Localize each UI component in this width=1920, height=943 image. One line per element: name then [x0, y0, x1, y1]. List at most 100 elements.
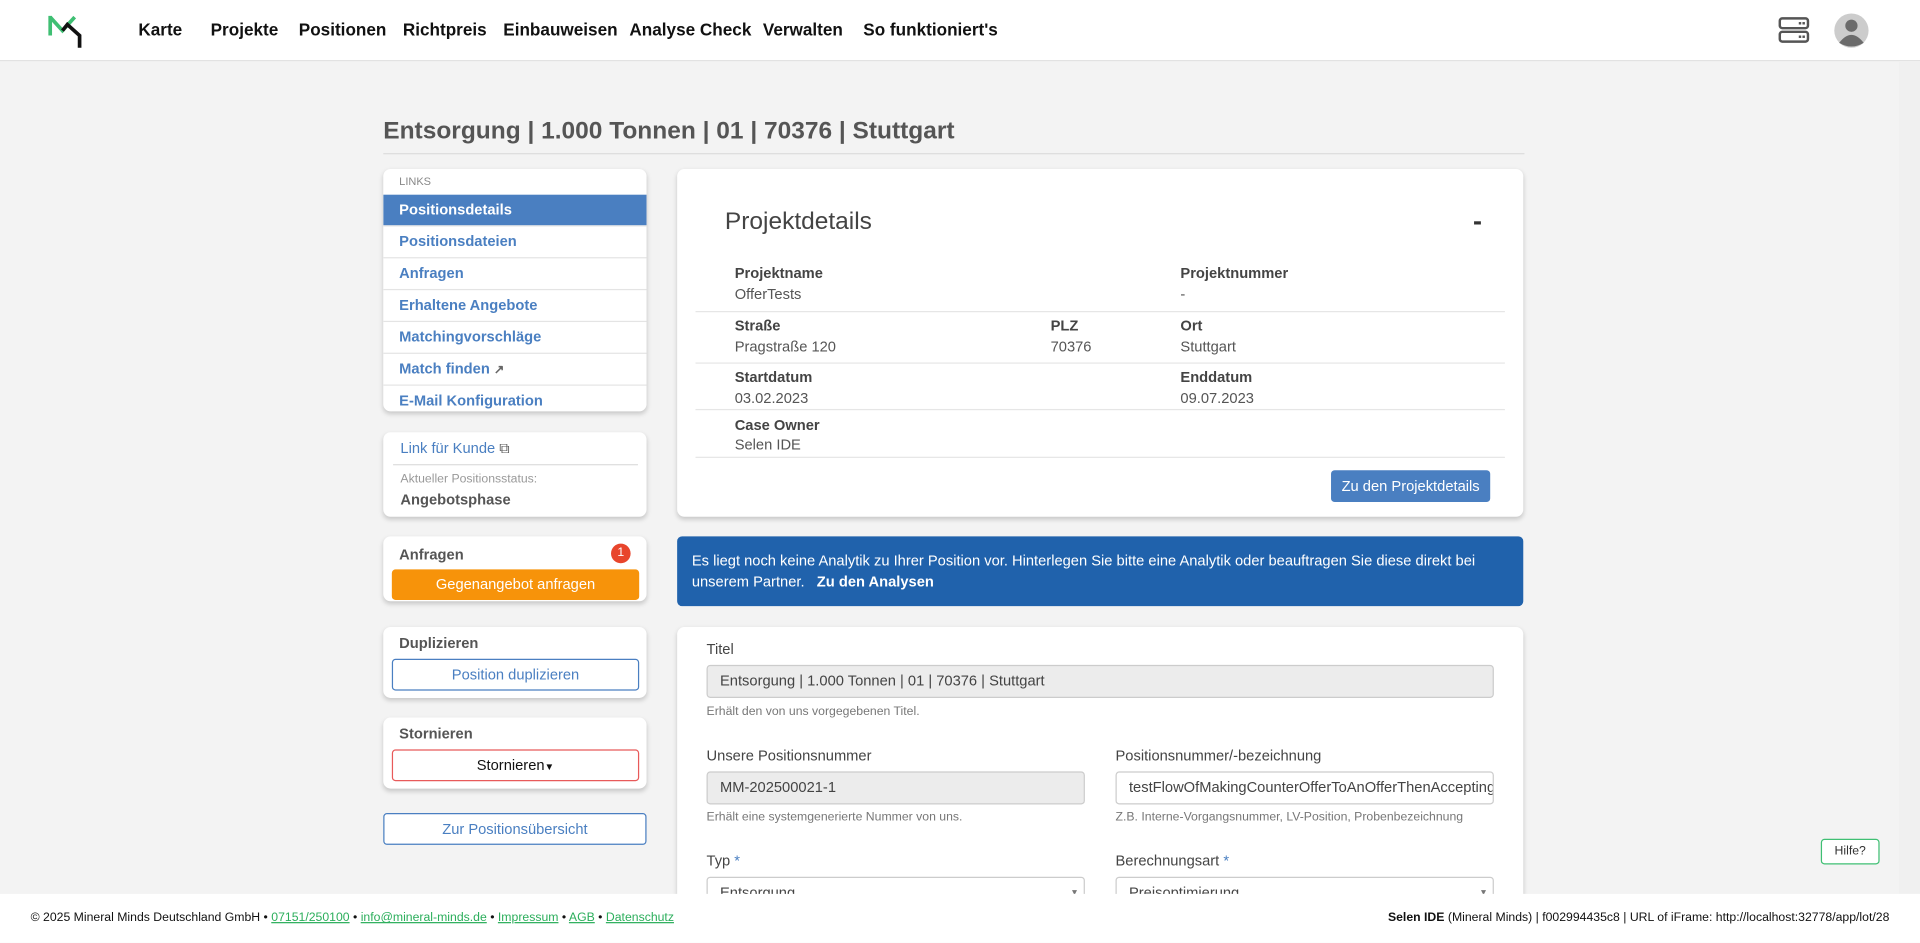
server-icon[interactable] [1778, 16, 1810, 45]
link-email-konfiguration[interactable]: E-Mail Konfiguration [383, 384, 647, 411]
nav-positionen[interactable]: Positionen [298, 19, 387, 40]
links-header: LINKS [399, 175, 432, 188]
position-form-card: Titel Entsorgung | 1.000 Tonnen | 01 | 7… [677, 626, 1524, 921]
duplicate-position-button[interactable]: Position duplizieren [391, 658, 640, 691]
title-divider [383, 153, 1525, 155]
project-details-card: Projektdetails - Projektname OfferTests … [677, 168, 1524, 517]
divider [695, 408, 1505, 411]
caret-down-icon: ▼ [1479, 878, 1487, 909]
titel-input[interactable]: Entsorgung | 1.000 Tonnen | 01 | 70376 |… [706, 664, 1494, 698]
duplicate-title: Duplizieren [399, 634, 479, 652]
link-positionsdetails[interactable]: Positionsdetails [383, 194, 647, 226]
nav-richtpreis[interactable]: Richtpreis [402, 19, 487, 40]
startdatum-value: 03.02.2023 [734, 389, 809, 407]
typ-label-text: Typ [706, 852, 731, 870]
caret-down-icon: ▼ [544, 761, 555, 773]
footer [0, 893, 1920, 943]
projektnummer-value: - [1180, 285, 1186, 303]
requests-card: Anfragen 1 Gegenangebot anfragen [383, 536, 647, 602]
titel-help: Erhält den von uns vorgegebenen Titel. [706, 705, 920, 719]
customer-link[interactable]: Link für Kunde ⧉ [400, 440, 509, 458]
nav-projekte[interactable]: Projekte [210, 19, 279, 40]
plz-value: 70376 [1050, 337, 1092, 356]
mineral-minds-logo[interactable] [47, 13, 86, 50]
help-button[interactable]: Hilfe? [1820, 838, 1880, 865]
link-match-finden[interactable]: Match finden ↗ [383, 352, 647, 385]
cancel-dropdown-button[interactable]: Stornieren▼ [391, 749, 640, 782]
nav-einbauweisen[interactable]: Einbauweisen [503, 19, 618, 40]
links-card: LINKS Positionsdetails Positionsdateien … [383, 168, 647, 412]
footer-impressum-link[interactable]: Impressum [497, 911, 559, 925]
sep: • [598, 911, 603, 925]
startdatum-label: Startdatum [734, 368, 813, 386]
projektname-label: Projektname [734, 264, 823, 282]
divider [393, 464, 638, 466]
analytics-alert: Es liegt noch keine Analytik zu Ihrer Po… [677, 536, 1524, 607]
projektnummer-label: Projektnummer [1180, 264, 1289, 282]
copy-icon: ⧉ [499, 439, 510, 457]
footer-phone-link[interactable]: 07151/250100 [271, 911, 350, 925]
cancel-card: Stornieren Stornieren▼ [383, 717, 647, 789]
positionsnummer-help: Erhält eine systemgenerierte Nummer von … [706, 810, 963, 825]
positionsnummer-input[interactable]: MM-202500021-1 [706, 771, 1085, 805]
ort-label: Ort [1180, 317, 1203, 335]
requests-title: Anfragen [399, 546, 464, 564]
divider [695, 362, 1505, 364]
scrollbar[interactable] [1899, 61, 1920, 894]
berechnungsart-label: Berechnungsart * [1116, 852, 1230, 869]
positionsnummer-label: Unsere Positionsnummer [706, 746, 872, 765]
nav-so-funktionierts[interactable]: So funktioniert's [863, 19, 998, 40]
divider [695, 311, 1505, 313]
footer-datenschutz-link[interactable]: Datenschutz [605, 911, 674, 925]
requests-badge: 1 [611, 543, 631, 564]
link-erhaltene-angebote[interactable]: Erhaltene Angebote [383, 288, 647, 321]
required-marker: * [1223, 852, 1230, 870]
customer-link-label: Link für Kunde [400, 439, 496, 457]
footer-copyright: © 2025 Mineral Minds Deutschland GmbH [30, 911, 261, 925]
footer-agb-link[interactable]: AGB [568, 911, 595, 925]
projektname-value: OfferTests [734, 285, 802, 303]
link-match-finden-label: Match finden [399, 360, 490, 378]
bezeichnung-label: Positionsnummer/-bezeichnung [1115, 746, 1322, 765]
sep: • [561, 911, 567, 925]
link-anfragen[interactable]: Anfragen [383, 257, 647, 289]
page-title: Entsorgung | 1.000 Tonnen | 01 | 70376 |… [383, 117, 955, 145]
footer-right: Selen IDE (Mineral Minds) | f002994435c8… [1388, 911, 1889, 924]
alert-text: Es liegt noch keine Analytik zu Ihrer Po… [691, 552, 1476, 591]
link-matchingvorschlaege[interactable]: Matchingvorschläge [383, 320, 647, 353]
nav-analyse-check[interactable]: Analyse Check [629, 19, 752, 40]
project-details-button[interactable]: Zu den Projektdetails [1331, 470, 1491, 503]
position-overview-button[interactable]: Zur Positionsübersicht [383, 813, 647, 845]
case-owner-value: Selen IDE [734, 435, 801, 454]
footer-info: (Mineral Minds) | f002994435c8 | URL of … [1447, 911, 1890, 925]
ort-value: Stuttgart [1180, 337, 1236, 356]
case-owner-label: Case Owner [734, 416, 820, 434]
caret-down-icon: ▼ [1070, 878, 1078, 909]
required-marker: * [734, 852, 741, 870]
typ-label: Typ * [707, 852, 741, 869]
titel-label: Titel [706, 640, 734, 658]
cancel-title: Stornieren [399, 724, 473, 743]
strasse-value: Pragstraße 120 [734, 337, 836, 356]
status-label: Aktueller Positionsstatus: [400, 472, 538, 487]
nav-karte[interactable]: Karte [138, 19, 183, 40]
footer-user: Selen IDE [1387, 911, 1445, 925]
footer-left: © 2025 Mineral Minds Deutschland GmbH • … [31, 911, 674, 924]
sep: • [352, 911, 358, 925]
status-value: Angebotsphase [400, 491, 511, 509]
berechnungsart-label-text: Berechnungsart [1115, 852, 1220, 870]
enddatum-label: Enddatum [1180, 368, 1253, 386]
counter-offer-button[interactable]: Gegenangebot anfragen [391, 569, 640, 601]
bezeichnung-input[interactable]: testFlowOfMakingCounterOfferToAnOfferThe… [1115, 771, 1494, 805]
sep: • [263, 911, 268, 925]
link-positionsdateien[interactable]: Positionsdateien [383, 225, 647, 257]
user-avatar-icon[interactable] [1833, 12, 1870, 49]
analyses-link[interactable]: Zu den Analysen [816, 573, 934, 591]
enddatum-value: 09.07.2023 [1180, 389, 1254, 407]
footer-email-link[interactable]: info@mineral-minds.de [360, 911, 487, 925]
bezeichnung-help: Z.B. Interne-Vorgangsnummer, LV-Position… [1115, 810, 1464, 825]
nav-verwalten[interactable]: Verwalten [762, 19, 843, 40]
collapse-button[interactable]: - [1473, 205, 1483, 237]
project-details-title: Projektdetails [724, 208, 872, 236]
